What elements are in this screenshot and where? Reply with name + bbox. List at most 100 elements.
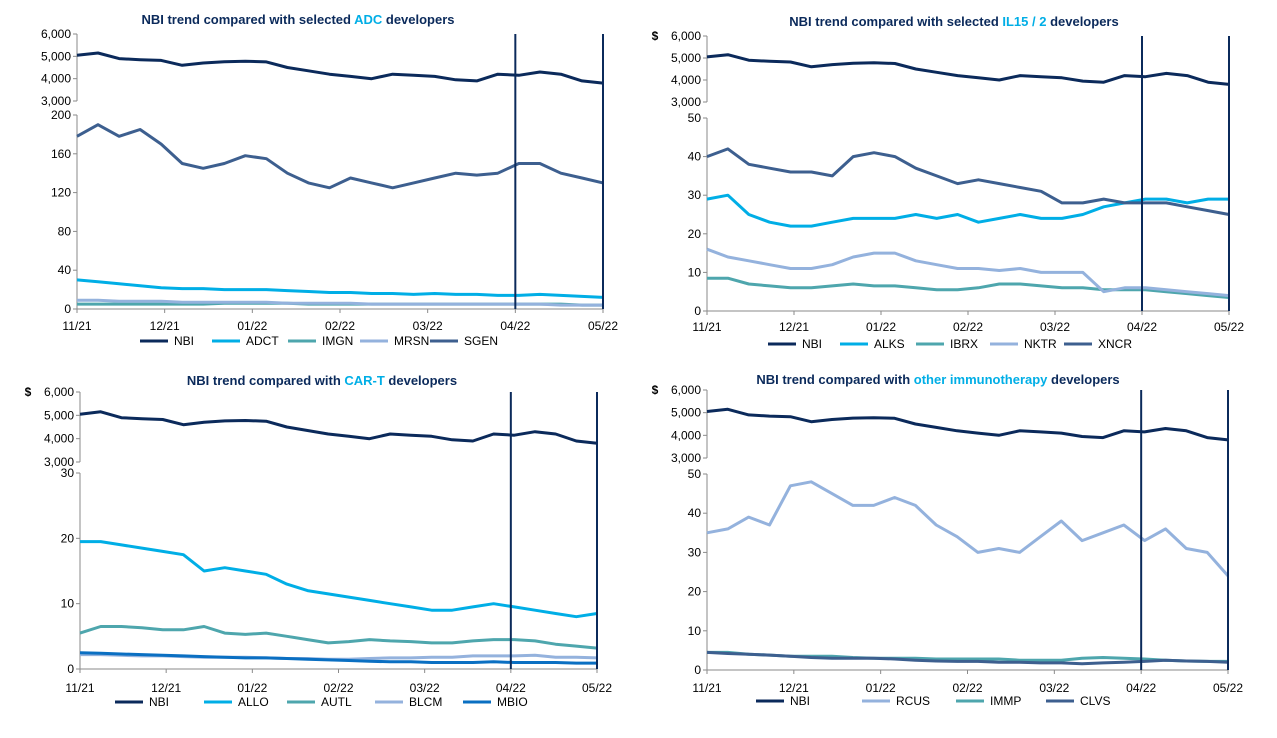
series-line-adct	[76, 278, 604, 299]
y-tick-label: 40	[688, 506, 702, 520]
y-tick-label: 3,000	[671, 95, 701, 109]
chart-title: NBI trend compared with selected ADC dev…	[141, 12, 454, 27]
y-tick-label: 5,000	[44, 408, 74, 422]
x-tick-label: 05/22	[1213, 681, 1243, 695]
title-text: developers	[1046, 14, 1118, 29]
y-tick-label: 30	[688, 188, 702, 202]
title-text: NBI trend compared with selected	[789, 14, 1002, 29]
title-highlight: other immunotherapy	[914, 372, 1048, 387]
x-tick-label: 11/21	[65, 681, 94, 695]
currency-label: $	[25, 385, 32, 399]
legend-label: BLCM	[409, 695, 442, 709]
chart-title: NBI trend compared with other immunother…	[756, 372, 1119, 387]
y-tick-label: 0	[67, 662, 74, 676]
title-text: developers	[1047, 372, 1119, 387]
x-tick-label: 04/22	[500, 319, 530, 333]
chart-title: NBI trend compared with selected IL15 / …	[789, 14, 1118, 29]
legend-label: ADCT	[246, 334, 279, 348]
y-tick-label: 3,000	[671, 451, 701, 465]
y-tick-label: 0	[64, 302, 71, 316]
x-tick-label: 03/22	[1040, 320, 1070, 334]
title-highlight: ADC	[354, 12, 383, 27]
x-tick-label: 01/22	[237, 681, 267, 695]
y-tick-label: 20	[688, 585, 702, 599]
y-tick-label: 6,000	[671, 29, 701, 43]
legend-label: IMMP	[990, 694, 1021, 708]
x-tick-label: 05/22	[582, 681, 612, 695]
y-tick-label: 80	[58, 224, 72, 238]
x-tick-label: 11/21	[62, 319, 91, 333]
legend-label: IBRX	[950, 337, 978, 351]
legend-label: RCUS	[896, 694, 930, 708]
title-text: developers	[385, 373, 457, 388]
title-highlight: CAR-T	[344, 373, 384, 388]
y-tick-label: 10	[688, 624, 702, 638]
x-tick-label: 02/22	[325, 319, 355, 333]
x-tick-label: 12/21	[151, 681, 181, 695]
x-tick-label: 04/22	[1126, 681, 1156, 695]
legend-label: MBIO	[497, 695, 528, 709]
x-tick-label: 05/22	[588, 319, 618, 333]
title-highlight: IL15 / 2	[1002, 14, 1046, 29]
legend-label: IMGN	[322, 334, 353, 348]
title-text: developers	[382, 12, 454, 27]
x-tick-label: 12/21	[779, 320, 809, 334]
legend-label: NBI	[174, 334, 194, 348]
chart-3: NBI trend compared with CAR-T developers…	[25, 373, 613, 709]
y-tick-label: 5,000	[671, 406, 701, 420]
x-tick-label: 02/22	[323, 681, 353, 695]
y-tick-label: 200	[51, 108, 71, 122]
title-text: NBI trend compared with selected	[141, 12, 354, 27]
currency-label: $	[652, 383, 659, 397]
y-tick-label: 10	[61, 597, 75, 611]
currency-label: $	[652, 29, 659, 43]
x-tick-label: 03/22	[410, 681, 440, 695]
y-tick-label: 6,000	[44, 385, 74, 399]
x-tick-label: 03/22	[1039, 681, 1069, 695]
x-tick-label: 04/22	[1127, 320, 1157, 334]
y-tick-label: 3,000	[41, 94, 71, 108]
y-tick-label: 6,000	[41, 27, 71, 41]
y-tick-label: 10	[688, 265, 702, 279]
legend-label: ALKS	[874, 337, 905, 351]
legend-label: NBI	[149, 695, 169, 709]
y-tick-label: 20	[61, 531, 75, 545]
legend-label: SGEN	[464, 334, 498, 348]
y-tick-label: 4,000	[671, 73, 701, 87]
x-tick-label: 03/22	[413, 319, 443, 333]
series-line-allo	[80, 540, 598, 619]
chart-4: NBI trend compared with other immunother…	[652, 372, 1244, 708]
y-tick-label: 0	[694, 304, 701, 318]
y-tick-label: 4,000	[671, 428, 701, 442]
x-tick-label: 05/22	[1214, 320, 1244, 334]
y-tick-label: 40	[688, 150, 702, 164]
legend-label: NKTR	[1024, 337, 1057, 351]
chart-1: NBI trend compared with selected ADC dev…	[41, 12, 618, 348]
y-tick-label: 50	[688, 111, 702, 125]
y-tick-label: 120	[51, 186, 71, 200]
chart-title: NBI trend compared with CAR-T developers	[187, 373, 457, 388]
x-tick-label: 04/22	[496, 681, 526, 695]
y-tick-label: 30	[61, 466, 75, 480]
y-tick-label: 20	[688, 227, 702, 241]
x-tick-label: 11/21	[692, 320, 721, 334]
y-tick-label: 4,000	[44, 432, 74, 446]
x-tick-label: 02/22	[953, 320, 983, 334]
x-tick-label: 01/22	[866, 320, 896, 334]
legend-label: NBI	[790, 694, 810, 708]
series-line-nbi	[706, 53, 1230, 86]
y-tick-label: 40	[58, 263, 72, 277]
series-line-nbi	[76, 51, 604, 85]
x-tick-label: 02/22	[952, 681, 982, 695]
y-tick-label: 5,000	[41, 49, 71, 63]
legend-label: ALLO	[238, 695, 269, 709]
title-text: NBI trend compared with	[756, 372, 913, 387]
series-line-rcus	[706, 480, 1230, 577]
x-tick-label: 01/22	[866, 681, 896, 695]
y-tick-label: 3,000	[44, 455, 74, 469]
series-line-autl	[79, 625, 598, 650]
x-tick-label: 12/21	[779, 681, 809, 695]
y-tick-label: 5,000	[671, 51, 701, 65]
series-line-xncr	[706, 147, 1230, 216]
